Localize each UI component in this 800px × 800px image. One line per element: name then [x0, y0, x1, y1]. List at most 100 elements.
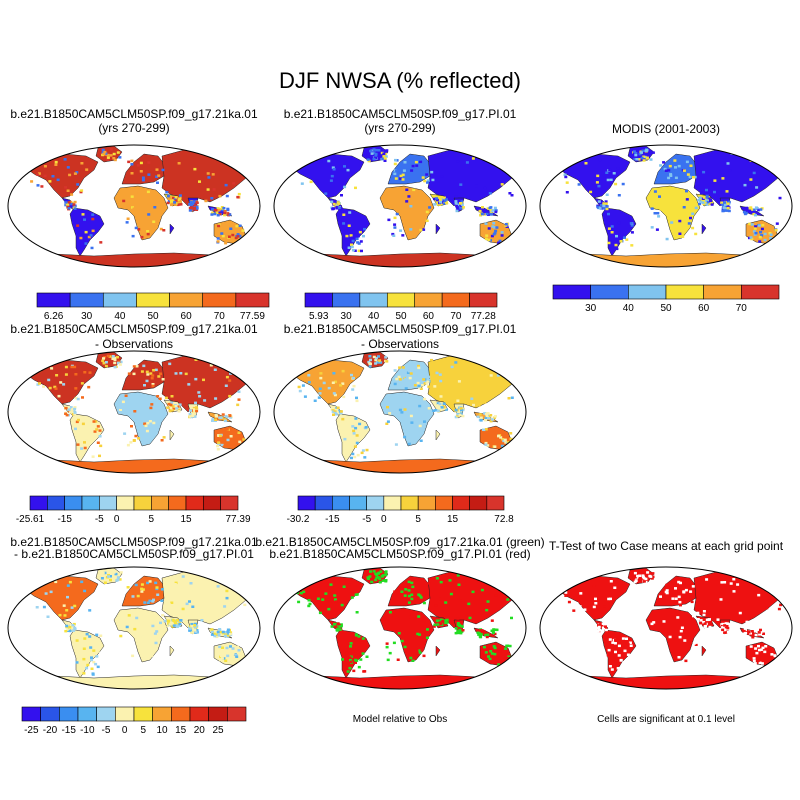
grid-cell	[348, 656, 352, 659]
grid-cell	[335, 629, 339, 632]
grid-cell	[629, 644, 633, 647]
grid-cell	[216, 448, 220, 451]
grid-cell	[172, 624, 176, 627]
grid-cell	[676, 616, 680, 619]
grid-cell	[152, 630, 156, 633]
grid-cell	[140, 583, 144, 586]
grid-cell	[357, 249, 361, 253]
grid-cell	[575, 581, 579, 584]
grid-cell	[438, 402, 442, 406]
grid-cell	[190, 622, 194, 626]
grid-cell	[166, 622, 170, 625]
grid-cell	[773, 238, 777, 241]
grid-cell	[634, 153, 638, 157]
grid-cell	[174, 405, 178, 408]
grid-cell	[211, 419, 214, 422]
grid-cell	[100, 577, 104, 580]
grid-cell	[131, 654, 135, 658]
grid-cell	[504, 223, 508, 226]
grid-cell	[748, 222, 752, 226]
grid-cell	[409, 656, 413, 660]
grid-cell	[370, 156, 374, 159]
grid-cell	[362, 670, 366, 673]
grid-cell	[750, 630, 754, 633]
grid-cell	[609, 178, 613, 182]
grid-cell	[150, 654, 154, 657]
grid-cell	[689, 590, 693, 593]
colorbar-swatch	[136, 292, 170, 308]
grid-cell	[490, 619, 494, 622]
grid-cell	[438, 597, 442, 601]
grid-cell	[92, 427, 96, 431]
grid-cell	[360, 451, 364, 455]
grid-cell	[650, 641, 654, 644]
grid-cell	[454, 631, 458, 635]
grid-cell	[140, 587, 144, 591]
grid-cell	[504, 224, 508, 227]
grid-cell	[185, 602, 189, 606]
grid-cell	[224, 241, 228, 245]
grid-cell	[763, 238, 767, 242]
grid-cell	[137, 408, 141, 412]
grid-cell	[427, 407, 431, 410]
grid-cell	[592, 605, 596, 609]
grid-cell	[177, 162, 181, 165]
grid-cell	[73, 172, 77, 175]
grid-cell	[98, 435, 102, 438]
grid-cell	[770, 653, 774, 656]
grid-cell	[376, 572, 380, 575]
grid-cell	[757, 631, 761, 634]
grid-cell	[121, 400, 125, 404]
grid-cell	[639, 580, 643, 583]
panel-title-3: MODIS (2001-2003)	[612, 122, 720, 136]
grid-cell	[206, 188, 210, 191]
grid-cell	[637, 158, 641, 161]
grid-cell	[708, 625, 712, 629]
grid-cell	[746, 635, 750, 638]
grid-cell	[223, 634, 227, 638]
grid-cell	[456, 160, 460, 163]
grid-cell	[192, 200, 196, 203]
grid-cell	[407, 442, 411, 446]
grid-cell	[705, 199, 709, 203]
grid-cell	[152, 369, 156, 372]
grid-cell	[359, 658, 363, 661]
grid-cell	[211, 630, 214, 634]
grid-cell	[691, 226, 695, 230]
grid-cell	[589, 190, 593, 194]
grid-cell	[218, 645, 222, 649]
grid-cell	[217, 209, 221, 212]
grid-cell	[646, 571, 650, 574]
grid-cell	[119, 634, 123, 638]
grid-cell	[408, 171, 412, 175]
grid-cell	[53, 385, 57, 389]
grid-cell	[427, 582, 431, 585]
grid-cell	[353, 445, 357, 448]
grid-cell	[694, 641, 698, 644]
grid-cell	[461, 414, 465, 418]
grid-cell	[160, 588, 164, 591]
grid-cell	[90, 658, 94, 662]
grid-cell	[157, 174, 161, 177]
grid-cell	[484, 428, 488, 431]
grid-cell	[364, 426, 368, 429]
grid-cell	[297, 600, 301, 604]
grid-cell	[484, 416, 488, 419]
colorbar-swatch	[81, 495, 100, 511]
grid-cell	[149, 406, 153, 410]
grid-cell	[162, 436, 166, 439]
grid-cell	[189, 200, 193, 204]
grid-cell	[352, 669, 356, 673]
grid-cell	[231, 233, 235, 237]
grid-cell	[195, 205, 199, 209]
grid-cell	[459, 202, 462, 205]
colorbar-swatch	[115, 706, 135, 722]
grid-cell	[493, 652, 497, 656]
grid-cell	[226, 212, 230, 215]
grid-cell	[71, 624, 75, 627]
colorbar-tick-label: 60	[181, 311, 193, 322]
grid-cell	[348, 583, 351, 586]
grid-cell	[369, 362, 372, 366]
grid-cell	[366, 152, 370, 155]
